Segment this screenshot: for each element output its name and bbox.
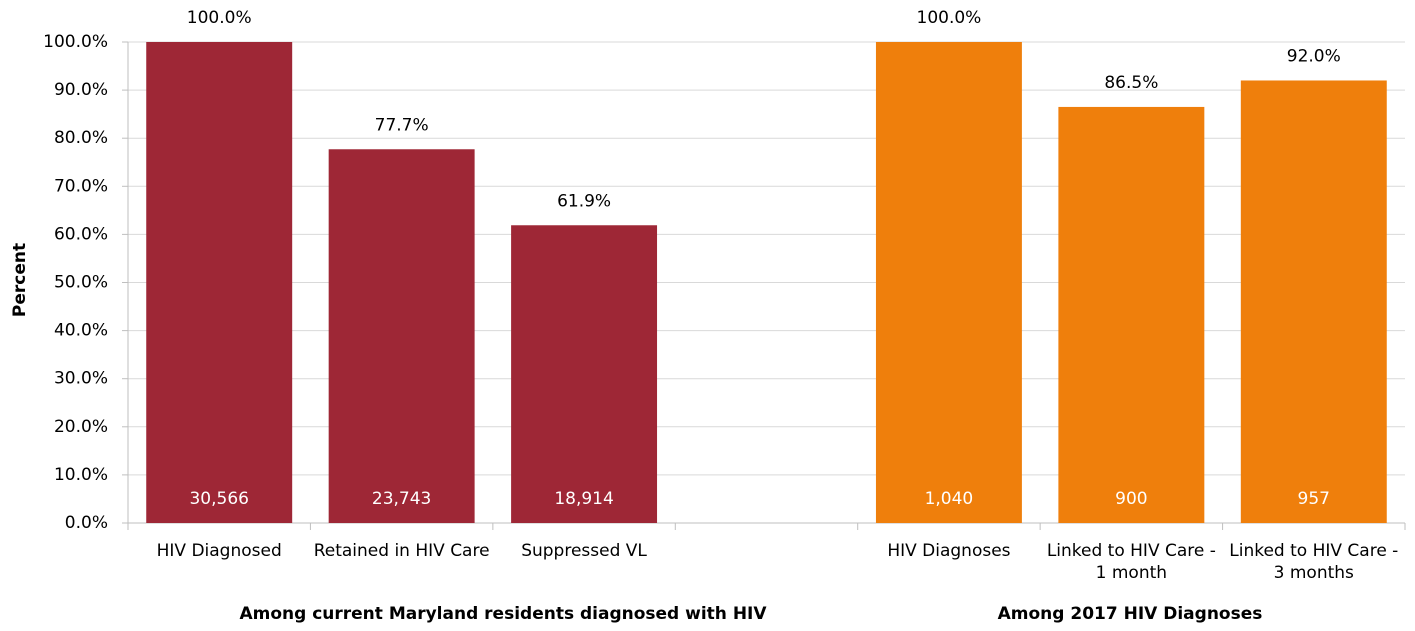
y-tick-label: 0.0%: [65, 513, 108, 533]
y-tick-label: 60.0%: [54, 224, 108, 244]
y-tick-label: 50.0%: [54, 273, 108, 293]
count-label: 957: [1298, 489, 1330, 509]
value-label: 100.0%: [187, 8, 252, 28]
y-tick-label: 70.0%: [54, 176, 108, 196]
x-tick-label: HIV Diagnoses: [887, 541, 1011, 561]
value-label: 61.9%: [557, 191, 611, 211]
bar: [328, 149, 475, 523]
y-tick-label: 30.0%: [54, 369, 108, 389]
value-label: 92.0%: [1287, 46, 1341, 66]
x-tick-label: Suppressed VL: [521, 541, 647, 561]
value-label: 86.5%: [1104, 73, 1158, 93]
bar: [511, 225, 658, 524]
y-tick-label: 100.0%: [43, 32, 108, 52]
y-tick-label: 90.0%: [54, 80, 108, 100]
x-tick-label: Linked to HIV Care - 1 month: [1046, 541, 1216, 583]
y-tick-label: 10.0%: [54, 465, 108, 485]
group-label: Among 2017 HIV Diagnoses: [997, 604, 1263, 624]
count-label: 18,914: [554, 489, 613, 509]
x-tick-label: Linked to HIV Care - 3 months: [1229, 541, 1399, 583]
count-label: 900: [1115, 489, 1147, 509]
count-label: 1,040: [925, 489, 974, 509]
y-tick-label: 20.0%: [54, 417, 108, 437]
y-axis-title: Percent: [10, 243, 30, 317]
x-tick-label: Retained in HIV Care: [313, 541, 490, 561]
y-tick-label: 80.0%: [54, 128, 108, 148]
bar: [146, 42, 293, 523]
group-label: Among current Maryland residents diagnos…: [239, 604, 767, 624]
value-label: 77.7%: [375, 115, 429, 135]
bar: [875, 42, 1022, 523]
bar: [1058, 106, 1205, 523]
y-tick-label: 40.0%: [54, 321, 108, 341]
bar: [1240, 80, 1387, 523]
x-tick-label: HIV Diagnosed: [156, 541, 282, 561]
count-label: 23,743: [372, 489, 431, 509]
count-label: 30,566: [189, 489, 248, 509]
value-label: 100.0%: [917, 8, 982, 28]
